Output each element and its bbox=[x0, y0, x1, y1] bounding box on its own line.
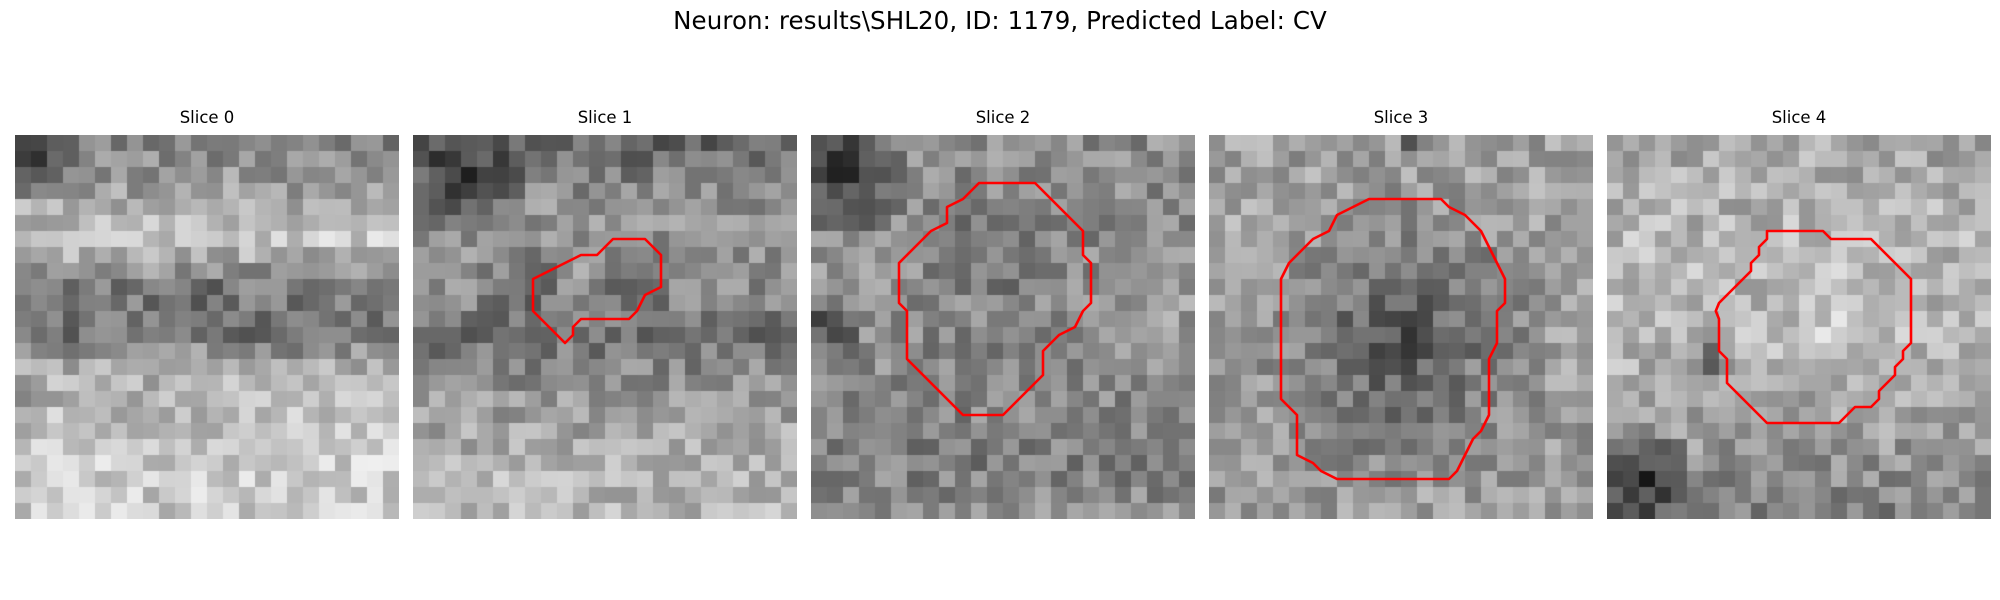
contour-overlay bbox=[1279, 197, 1507, 481]
slice-image bbox=[413, 135, 797, 519]
figure-title: Neuron: results\SHL20, ID: 1179, Predict… bbox=[673, 6, 1327, 35]
slice-title: Slice 1 bbox=[577, 108, 633, 127]
roi-contour bbox=[531, 237, 663, 345]
contour-overlay bbox=[531, 237, 663, 345]
slice-title: Slice 0 bbox=[179, 108, 235, 127]
roi-contour bbox=[1279, 197, 1507, 481]
slice-image bbox=[15, 135, 399, 519]
slice-title: Slice 4 bbox=[1771, 108, 1827, 127]
contour-overlay bbox=[1714, 229, 1913, 425]
slice-title: Slice 2 bbox=[975, 108, 1031, 127]
slice-image bbox=[811, 135, 1195, 519]
roi-contour bbox=[1714, 229, 1913, 425]
slice-image bbox=[1607, 135, 1991, 519]
roi-contour bbox=[897, 181, 1093, 417]
slice-title: Slice 3 bbox=[1373, 108, 1429, 127]
contour-overlay bbox=[897, 181, 1093, 417]
